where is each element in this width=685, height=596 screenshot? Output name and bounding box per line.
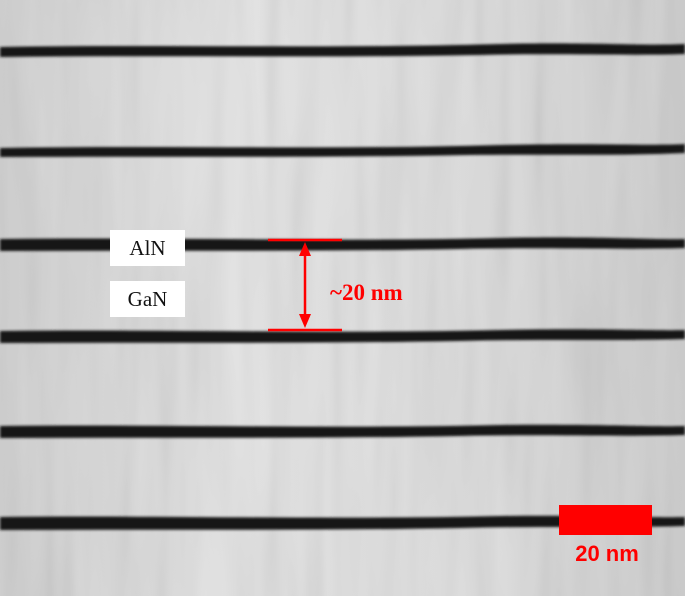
dark-band-1 xyxy=(0,43,685,57)
arrow-head-up xyxy=(299,242,311,256)
dark-band-6 xyxy=(0,515,685,530)
scale-bar-label: 20 nm xyxy=(575,541,639,566)
aln-layer-label: AlN xyxy=(110,230,185,266)
dark-band-2 xyxy=(0,144,685,157)
arrow-head-down xyxy=(299,314,311,328)
thickness-arrow xyxy=(268,238,342,332)
layer-thickness-label: ~20 nm xyxy=(330,280,403,305)
scale-bar xyxy=(559,505,652,535)
dark-band-5 xyxy=(0,424,685,438)
dark-band-4 xyxy=(0,329,685,343)
gan-layer-label: GaN xyxy=(110,281,185,317)
